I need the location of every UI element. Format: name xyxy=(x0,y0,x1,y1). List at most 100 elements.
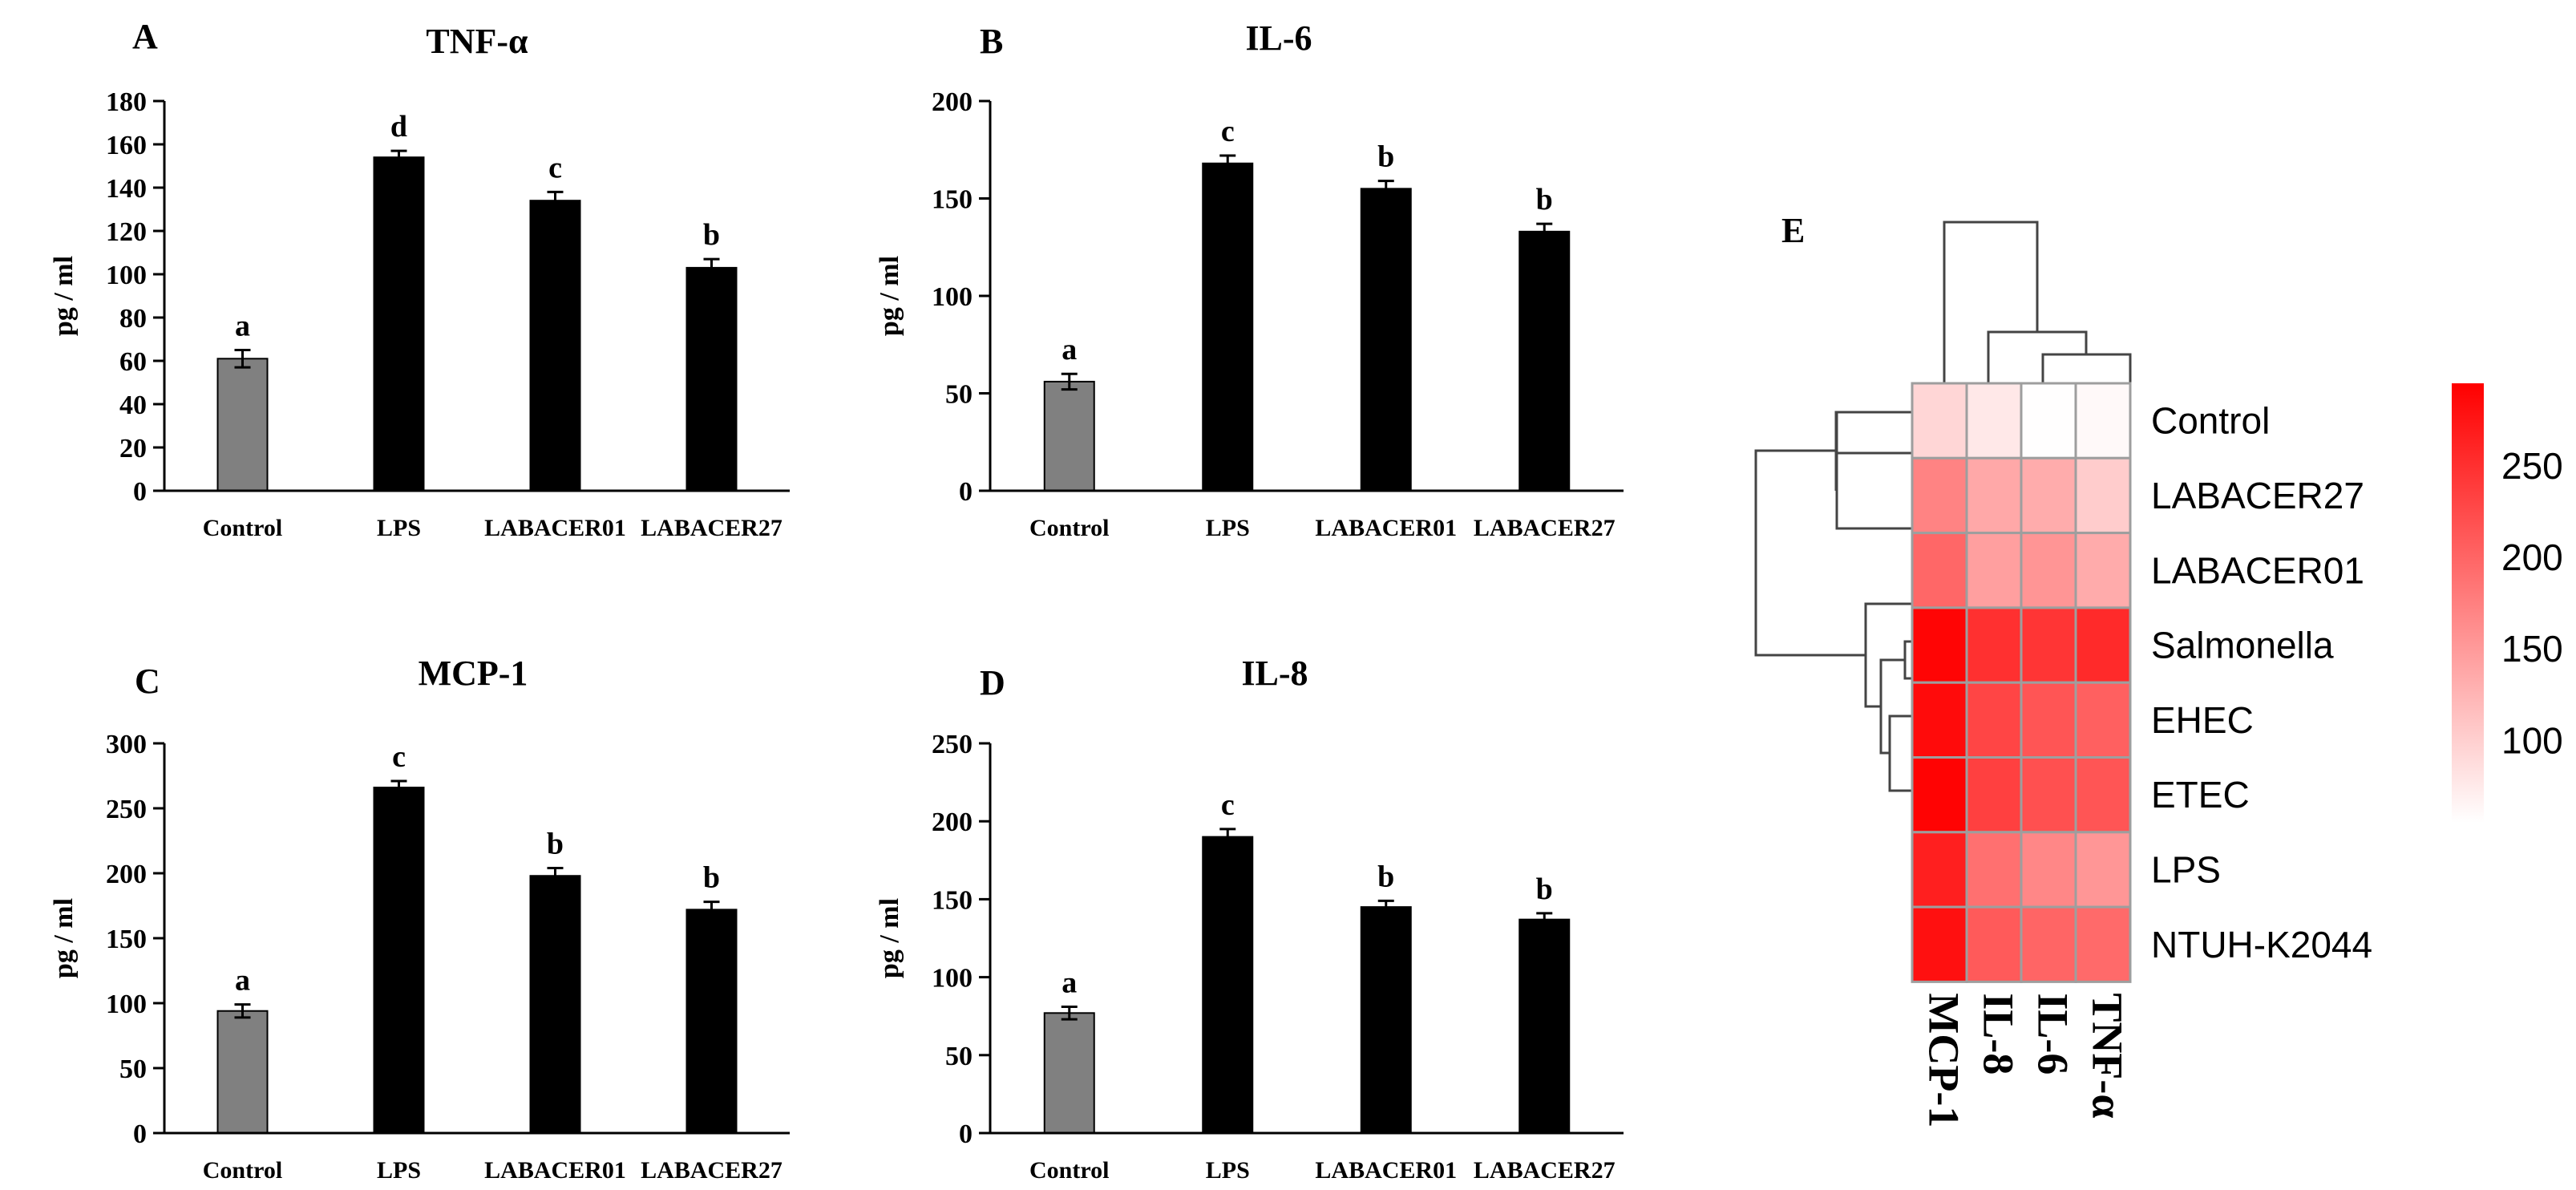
panel-c-bar-labacer27 xyxy=(685,909,738,1134)
panel-a-significance-letter: c xyxy=(548,151,562,184)
panel-b-y-tick-label: 0 xyxy=(959,477,973,507)
panel-c-categories: Control LPS LABACER01 LABACER27 xyxy=(203,1157,783,1184)
panel-a-title: TNF-α xyxy=(426,22,528,61)
panel-d-y-tick-label: 200 xyxy=(932,808,973,837)
heatmap-cell-control-3 xyxy=(2074,382,2132,459)
heatmap-cell-lps-0 xyxy=(1911,831,1968,909)
panel-a-significance-letter: a xyxy=(235,310,250,343)
panel-d-y-tick-label: 0 xyxy=(959,1119,973,1149)
heatmap-cell-labacer01-0 xyxy=(1911,532,1968,609)
panel-b-significance-letter: b xyxy=(1536,183,1553,217)
panel-d-bar-lps xyxy=(1202,836,1254,1134)
panel-d-bar-labacer01 xyxy=(1360,906,1412,1134)
panel-a-y-tick-label: 60 xyxy=(119,347,147,377)
panel-a-y-tick-label: 40 xyxy=(119,391,147,420)
color-scale-ticks: 100 150 200 250 xyxy=(2501,445,2563,762)
panel-d-bar-labacer27 xyxy=(1519,918,1571,1134)
heatmap-column-label-3: TNF-α xyxy=(2084,993,2132,1118)
panel-b-y-tick-label: 150 xyxy=(932,185,973,215)
panel-a: A TNF-α pg / ml 0 20 40 60 80 100 120 140 160 180… xyxy=(49,17,790,541)
panel-a-categories: Control LPS LABACER01 LABACER27 xyxy=(203,515,783,541)
panel-a-y-tick-label: 140 xyxy=(106,174,147,204)
panel-c-y-tick-label: 100 xyxy=(106,990,147,1019)
panel-b-bar-lps xyxy=(1202,162,1254,492)
panel-a-category-label: LPS xyxy=(377,515,421,541)
panel-a-y-tick-label: 20 xyxy=(119,434,147,463)
panel-d-title: IL-8 xyxy=(1241,654,1308,693)
heatmap-cell-ntuh-k2044-2 xyxy=(2020,905,2077,983)
heatmap-cell-ehec-2 xyxy=(2020,681,2077,759)
panel-b-significance-letter: a xyxy=(1062,333,1077,366)
heatmap-cell-labacer01-3 xyxy=(2074,532,2132,609)
color-scale-bar xyxy=(2452,383,2484,823)
panel-a-category-label: Control xyxy=(203,515,282,541)
column-dendrogram xyxy=(1943,221,2132,383)
panel-b-significance-letter: b xyxy=(1377,140,1394,174)
heatmap-cell-control-0 xyxy=(1911,382,1968,459)
panel-b-category-label: LABACER01 xyxy=(1315,515,1457,541)
panel-d-bar-control xyxy=(1043,1012,1095,1135)
heatmap-cell-lps-2 xyxy=(2020,831,2077,909)
heatmap-cell-ntuh-k2044-3 xyxy=(2074,905,2132,983)
panel-b-label: B xyxy=(980,22,1003,61)
panel-d-category-label: Control xyxy=(1029,1157,1109,1184)
panel-d-y-ticks: 0 50 100 150 200 250 xyxy=(932,730,990,1149)
color-scale-tick-label: 200 xyxy=(2501,536,2563,578)
panel-a-y-tick-label: 180 xyxy=(106,87,147,117)
panel-b-y-ticks: 0 50 100 150 200 xyxy=(932,87,990,507)
panel-a-bars: a d c b xyxy=(216,110,738,492)
heatmap-column-label-2: IL-6 xyxy=(2029,993,2077,1075)
heatmap-cell-ntuh-k2044-1 xyxy=(1965,905,2023,983)
panel-b-significance-letter: c xyxy=(1221,115,1235,148)
heatmap-cell-control-2 xyxy=(2020,382,2077,459)
heatmap-cell-etec-3 xyxy=(2074,756,2132,834)
panel-e: E Control LABACER27 LABACER01 Salmonella EHE… xyxy=(1754,211,2563,1127)
panel-d-y-tick-label: 100 xyxy=(932,964,973,994)
heatmap-cell-etec-0 xyxy=(1911,756,1968,834)
heatmap-cell-ehec-0 xyxy=(1911,681,1968,759)
panel-a-y-ticks: 0 20 40 60 80 100 120 140 160 180 xyxy=(106,87,164,507)
panel-d-significance-letter: a xyxy=(1062,966,1077,1000)
heatmap-cell-salmonella-0 xyxy=(1911,606,1968,684)
heatmap-cell-labacer27-0 xyxy=(1911,456,1968,535)
panel-a-bar-control xyxy=(216,358,269,492)
heatmap-cell-ehec-3 xyxy=(2074,681,2132,759)
panel-c-significance-letter: a xyxy=(235,964,250,998)
heatmap-cell-lps-3 xyxy=(2074,831,2132,909)
panel-c-bar-labacer01 xyxy=(529,875,581,1134)
panel-b-categories: Control LPS LABACER01 LABACER27 xyxy=(1029,515,1616,541)
heatmap-row-labels: Control LABACER27 LABACER01 Salmonella EHEC E… xyxy=(2151,400,2372,965)
panel-c-bars: a c b b xyxy=(216,740,738,1135)
panel-b-category-label: LABACER27 xyxy=(1474,515,1616,541)
panel-a-y-tick-label: 80 xyxy=(119,304,147,334)
panel-c-y-ticks: 0 50 100 150 200 250 300 xyxy=(106,730,164,1149)
panel-a-y-tick-label: 160 xyxy=(106,131,147,160)
heatmap-row-label-ntuh-k2044: NTUH-K2044 xyxy=(2151,924,2372,965)
heatmap-column-labels: MCP-1 IL-8 IL-6 TNF-α xyxy=(1920,993,2132,1127)
panel-d-significance-letter: c xyxy=(1221,788,1235,822)
panel-c-y-tick-label: 300 xyxy=(106,730,147,759)
panel-c-y-tick-label: 250 xyxy=(106,795,147,824)
panel-c-y-tick-label: 50 xyxy=(119,1054,147,1084)
heatmap-cell-labacer27-3 xyxy=(2074,456,2132,535)
panel-c-bar-control xyxy=(216,1010,269,1134)
row-dendrogram xyxy=(1754,411,1912,792)
panel-c-category-label: LPS xyxy=(377,1157,421,1184)
panel-a-significance-letter: b xyxy=(703,218,720,252)
panel-a-significance-letter: d xyxy=(390,110,407,144)
panel-c-title: MCP-1 xyxy=(419,654,528,693)
panel-d-category-label: LABACER01 xyxy=(1315,1157,1457,1184)
panel-d-significance-letter: b xyxy=(1536,872,1553,906)
panel-c-y-tick-label: 200 xyxy=(106,860,147,889)
color-scale-tick-label: 100 xyxy=(2501,719,2563,761)
heatmap-row-label-labacer27: LABACER27 xyxy=(2151,475,2364,516)
panel-b-y-tick-label: 200 xyxy=(932,87,973,117)
heatmap-row-label-lps: LPS xyxy=(2151,848,2221,890)
panel-b-category-label: LPS xyxy=(1206,515,1250,541)
row-dendro-stub xyxy=(1834,411,1912,491)
panel-d-y-axis-label: pg / ml xyxy=(875,898,904,978)
heatmap-cell-labacer27-1 xyxy=(1965,456,2023,535)
color-scale-tick-label: 150 xyxy=(2501,628,2563,670)
